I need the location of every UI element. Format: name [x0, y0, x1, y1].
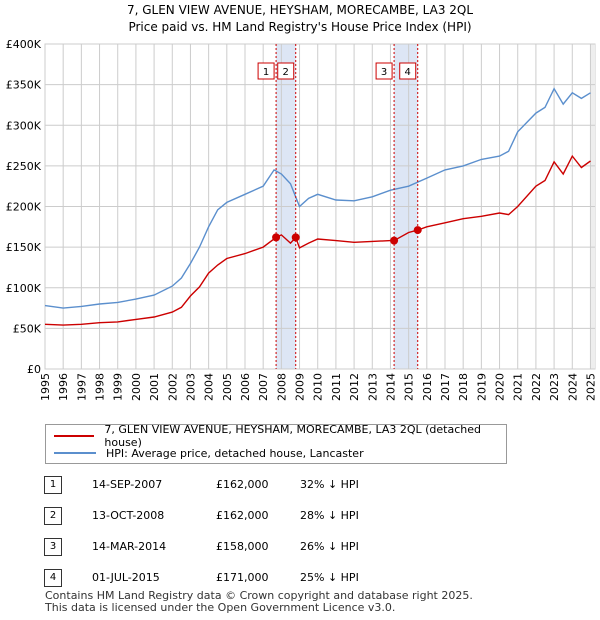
sale-price: £158,000	[216, 540, 269, 553]
x-tick-label: 2011	[330, 373, 343, 401]
legend-swatch-red	[54, 435, 95, 437]
y-tick-label: £0	[27, 363, 41, 376]
sale-label: 4	[405, 67, 411, 78]
sale-label-box	[277, 62, 295, 80]
y-tick-label: £200K	[6, 201, 42, 214]
x-tick-label: 2020	[494, 373, 507, 401]
x-tick-label: 2006	[239, 373, 252, 401]
footer: Contains HM Land Registry data © Crown c…	[45, 590, 473, 614]
sale-hpi-diff: 28% ↓ HPI	[300, 509, 359, 522]
x-tick-label: 1996	[57, 373, 70, 401]
sale-label: 1	[263, 67, 269, 78]
x-tick-label: 1997	[75, 373, 88, 401]
y-tick-label: £300K	[6, 119, 42, 132]
price-paid-line	[44, 154, 591, 326]
y-tick-label: £150K	[6, 241, 42, 254]
table-row: 1 14-SEP-2007 £162,000 32% ↓ HPI	[44, 476, 464, 494]
table-row: 3 14-MAR-2014 £158,000 26% ↓ HPI	[44, 538, 464, 556]
sale-label-box	[375, 62, 393, 80]
legend-swatch-blue	[54, 452, 96, 454]
sale-point	[291, 233, 300, 242]
y-tick-label: £100K	[6, 282, 42, 295]
sale-point	[272, 233, 281, 242]
sale-hpi-diff: 32% ↓ HPI	[300, 478, 359, 491]
sale-label: 3	[381, 67, 387, 78]
legend-label-price-paid: 7, GLEN VIEW AVENUE, HEYSHAM, MORECAMBE,…	[104, 423, 482, 449]
sale-hpi-diff: 26% ↓ HPI	[300, 540, 359, 553]
hpi-line	[44, 87, 591, 309]
y-tick-label: £350K	[6, 79, 42, 92]
sale-number-badge: 3	[44, 538, 62, 556]
price-chart: 7, GLEN VIEW AVENUE, HEYSHAM, MORECAMBE,…	[6, 3, 598, 401]
x-tick-label: 2022	[530, 373, 543, 401]
chart-subtitle: Price paid vs. HM Land Registry's House …	[128, 20, 471, 34]
x-tick-label: 2024	[566, 373, 579, 401]
x-tick-label: 1995	[39, 373, 52, 401]
sale-number-badge: 4	[44, 569, 62, 587]
x-tick-label: 2007	[257, 373, 270, 401]
sale-date: 13-OCT-2008	[92, 509, 165, 522]
x-tick-label: 2015	[403, 373, 416, 401]
sale-price: £162,000	[216, 509, 269, 522]
x-tick-label: 2004	[203, 373, 216, 401]
x-tick-label: 2018	[457, 373, 470, 401]
legend: 7, GLEN VIEW AVENUE, HEYSHAM, MORECAMBE,…	[45, 423, 507, 464]
x-tick-label: 2023	[548, 373, 561, 401]
x-tick-label: 2016	[421, 373, 434, 401]
y-tick-label: £400K	[6, 38, 42, 51]
sale-number-badge: 2	[44, 507, 62, 525]
x-tick-label: 1999	[112, 373, 125, 401]
x-tick-label: 2001	[148, 373, 161, 401]
x-tick-label: 2003	[184, 373, 197, 401]
footer-copyright: Contains HM Land Registry data © Crown c…	[45, 589, 473, 602]
sale-label-box	[399, 62, 417, 80]
sale-price: £162,000	[216, 478, 269, 491]
sale-date: 14-MAR-2014	[92, 540, 167, 553]
x-tick-label: 2019	[475, 373, 488, 401]
sale-hpi-diff: 25% ↓ HPI	[300, 571, 359, 584]
sale-point	[413, 226, 422, 235]
sale-label-box	[257, 62, 275, 80]
x-tick-label: 2008	[275, 373, 288, 401]
y-tick-label: £50K	[13, 322, 42, 335]
legend-label-hpi: HPI: Average price, detached house, Lanc…	[106, 446, 364, 460]
legend-item-price-paid: 7, GLEN VIEW AVENUE, HEYSHAM, MORECAMBE,…	[54, 423, 506, 449]
x-tick-label: 2000	[130, 373, 143, 401]
x-tick-label: 2014	[384, 373, 397, 401]
sale-number-badge: 1	[44, 476, 62, 494]
x-tick-label: 2017	[439, 373, 452, 401]
chart-title: 7, GLEN VIEW AVENUE, HEYSHAM, MORECAMBE,…	[127, 3, 473, 17]
x-tick-label: 2009	[294, 373, 307, 401]
footer-licence: This data is licensed under the Open Gov…	[45, 601, 396, 614]
sale-point	[390, 236, 399, 245]
sale-price: £171,000	[216, 571, 269, 584]
x-tick-label: 2021	[512, 373, 525, 401]
y-tick-label: £250K	[6, 160, 42, 173]
x-tick-label: 1998	[94, 373, 107, 401]
legend-item-hpi: HPI: Average price, detached house, Lanc…	[54, 445, 364, 461]
table-row: 4 01-JUL-2015 £171,000 25% ↓ HPI	[44, 569, 464, 587]
x-tick-label: 2012	[348, 373, 361, 401]
sale-label: 2	[283, 67, 289, 78]
x-tick-label: 2010	[312, 373, 325, 401]
sale-date: 01-JUL-2015	[92, 571, 160, 584]
x-tick-label: 2013	[366, 373, 379, 401]
x-tick-label: 2025	[584, 373, 597, 401]
x-tick-label: 2005	[221, 373, 234, 401]
x-tick-label: 2002	[166, 373, 179, 401]
sale-date: 14-SEP-2007	[92, 478, 163, 491]
table-row: 2 13-OCT-2008 £162,000 28% ↓ HPI	[44, 507, 464, 525]
